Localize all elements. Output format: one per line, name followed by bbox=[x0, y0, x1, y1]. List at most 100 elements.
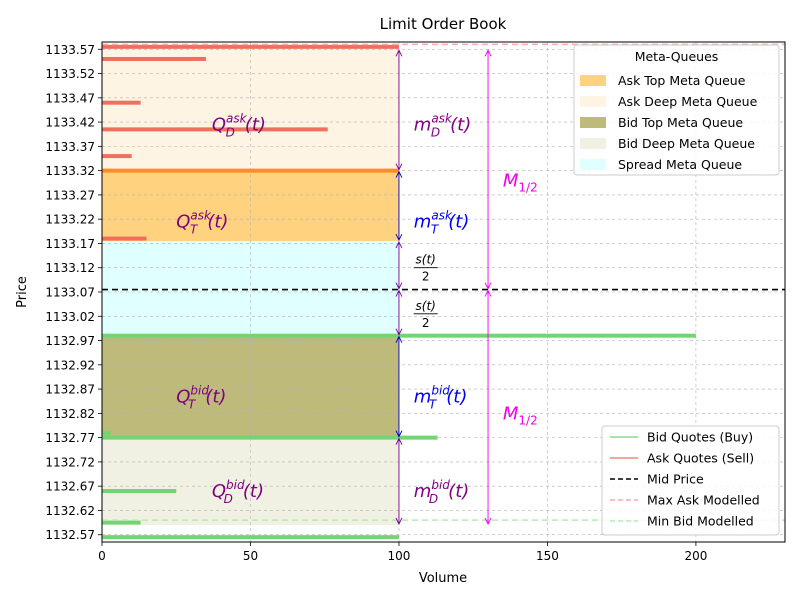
ask-quote-bar bbox=[102, 56, 206, 61]
y-tick-label: 1133.52 bbox=[45, 67, 95, 81]
x-axis-label: Volume bbox=[419, 571, 467, 586]
annotation-q-d-bid: Qbid D (t) bbox=[212, 478, 264, 506]
ask-quote-bar bbox=[102, 154, 132, 159]
annotation-q-t-ask: Qask T (t) bbox=[176, 209, 228, 237]
y-tick-label: 1132.82 bbox=[45, 407, 95, 421]
arrow-head-up bbox=[395, 170, 403, 178]
ask-quote-bar bbox=[102, 127, 328, 132]
arrow-head-up bbox=[395, 335, 403, 343]
annotation-m-t-ask: mask T (t) bbox=[414, 209, 470, 237]
arrow-head-down bbox=[395, 163, 403, 171]
arrow-head-up bbox=[484, 49, 492, 57]
double-arrow bbox=[395, 170, 403, 242]
annotation-q-t-bid: Qbid T (t) bbox=[176, 383, 226, 411]
x-tick-label: 150 bbox=[536, 549, 559, 563]
arrow-head-up bbox=[395, 49, 403, 57]
annotation-m-d-ask: mask D (t) bbox=[414, 112, 471, 140]
legend-label-ask-quotes-sell: Ask Quotes (Sell) bbox=[647, 451, 754, 466]
y-tick-label: 1133.37 bbox=[45, 140, 95, 154]
legend-swatch-spread-meta-queue bbox=[580, 159, 606, 170]
legend-frame bbox=[601, 425, 780, 536]
annotation-m-1-2: M1/2 bbox=[503, 170, 538, 194]
y-tick-label: 1133.22 bbox=[45, 213, 95, 227]
y-tick-label: 1133.02 bbox=[45, 310, 95, 324]
double-arrow bbox=[395, 289, 403, 336]
y-tick-label: 1132.57 bbox=[45, 528, 95, 542]
ask-quote-bar bbox=[102, 168, 399, 173]
y-axis-label: Price bbox=[15, 276, 30, 308]
x-tick-label: 100 bbox=[388, 549, 411, 563]
legend-label-spread-meta-queue: Spread Meta Queue bbox=[618, 157, 742, 172]
arrow-head-up bbox=[395, 241, 403, 249]
y-tick-label: 1132.92 bbox=[45, 358, 95, 372]
legend-label-bid-deep-meta-queue: Bid Deep Meta Queue bbox=[618, 136, 755, 151]
y-tick-label: 1133.12 bbox=[45, 261, 95, 275]
y-tick-label: 1133.07 bbox=[45, 286, 95, 300]
double-arrow bbox=[484, 49, 492, 290]
fraction-numerator: s(t) bbox=[416, 253, 436, 267]
arrow-head-up bbox=[395, 289, 403, 297]
y-tick-label: 1132.97 bbox=[45, 334, 95, 348]
y-tick-label: 1133.47 bbox=[45, 91, 95, 105]
y-tick-label: 1132.87 bbox=[45, 383, 95, 397]
y-tick-label: 1133.27 bbox=[45, 188, 95, 202]
bid-quote-bar bbox=[102, 489, 177, 494]
legend-label-mid-price: Mid Price bbox=[647, 472, 704, 487]
arrow-head-down bbox=[395, 233, 403, 242]
double-arrow bbox=[484, 289, 492, 526]
legend-frame bbox=[573, 44, 780, 176]
chart-title: Limit Order Book bbox=[380, 15, 507, 33]
arrow-head-down bbox=[484, 517, 492, 526]
double-arrow bbox=[395, 335, 403, 438]
legend-meta-queues: Meta-Queues Ask Top Meta Queue Ask Deep Me… bbox=[573, 44, 780, 176]
legend-swatch-bid-deep-meta-queue bbox=[580, 138, 606, 149]
legend-label-ask-top-meta-queue: Ask Top Meta Queue bbox=[618, 73, 746, 88]
legend-title: Meta-Queues bbox=[635, 49, 719, 64]
legend-label-max-ask-modelled: Max Ask Modelled bbox=[647, 493, 760, 508]
legend-label-ask-deep-meta-queue: Ask Deep Meta Queue bbox=[618, 94, 758, 109]
x-tick-label: 200 bbox=[684, 549, 707, 563]
y-tick-label: 1133.17 bbox=[45, 237, 95, 251]
legend-swatch-ask-top-meta-queue bbox=[580, 75, 606, 86]
double-arrow bbox=[395, 241, 403, 290]
annotation-m-1-2: M1/2 bbox=[503, 403, 538, 427]
bid-quote-bar bbox=[102, 430, 111, 435]
fraction-denominator: 2 bbox=[422, 316, 430, 330]
y-tick-label: 1133.32 bbox=[45, 164, 95, 178]
legend-swatch-bid-top-meta-queue bbox=[580, 117, 606, 128]
bid-quote-bar bbox=[102, 435, 438, 440]
ask-quote-bar bbox=[102, 236, 147, 241]
x-tick-label: 50 bbox=[243, 549, 258, 563]
x-tick-label: 0 bbox=[98, 549, 106, 563]
annotation-m-t-bid: mbid T (t) bbox=[414, 383, 468, 411]
bid-quote-bar bbox=[102, 535, 399, 540]
double-arrow bbox=[395, 49, 403, 171]
ask-quote-bar bbox=[102, 100, 141, 105]
bid-quote-bar bbox=[102, 520, 141, 525]
y-tick-label: 1132.67 bbox=[45, 480, 95, 494]
annotation-q-d-ask: Qask D (t) bbox=[212, 112, 266, 140]
y-tick-label: 1132.77 bbox=[45, 431, 95, 445]
spread-half-annotation: s(t) 2 bbox=[413, 253, 438, 284]
y-tick-label: 1133.57 bbox=[45, 43, 95, 57]
annotation-m-d-bid: mbid D (t) bbox=[414, 478, 469, 506]
ask-quote-bar bbox=[102, 44, 399, 49]
arrow-head-up bbox=[484, 289, 492, 297]
arrow-head-up bbox=[395, 437, 403, 445]
arrow-head-down bbox=[395, 430, 403, 438]
fraction-denominator: 2 bbox=[422, 270, 430, 284]
legend-label-min-bid-modelled: Min Bid Modelled bbox=[647, 514, 754, 529]
legend-label-bid-quotes-buy: Bid Quotes (Buy) bbox=[647, 430, 753, 445]
arrow-head-down bbox=[484, 282, 492, 290]
y-tick-label: 1133.42 bbox=[45, 116, 95, 130]
y-tick-label: 1132.72 bbox=[45, 455, 95, 469]
arrow-head-down bbox=[395, 282, 403, 290]
fraction-numerator: s(t) bbox=[416, 299, 436, 313]
double-arrow bbox=[395, 437, 403, 526]
arrow-head-down bbox=[395, 517, 403, 526]
legend-swatch-ask-deep-meta-queue bbox=[580, 96, 606, 107]
spread-half-annotation: s(t) 2 bbox=[413, 299, 438, 330]
legend-label-bid-top-meta-queue: Bid Top Meta Queue bbox=[618, 115, 743, 130]
arrow-head-down bbox=[395, 328, 403, 336]
